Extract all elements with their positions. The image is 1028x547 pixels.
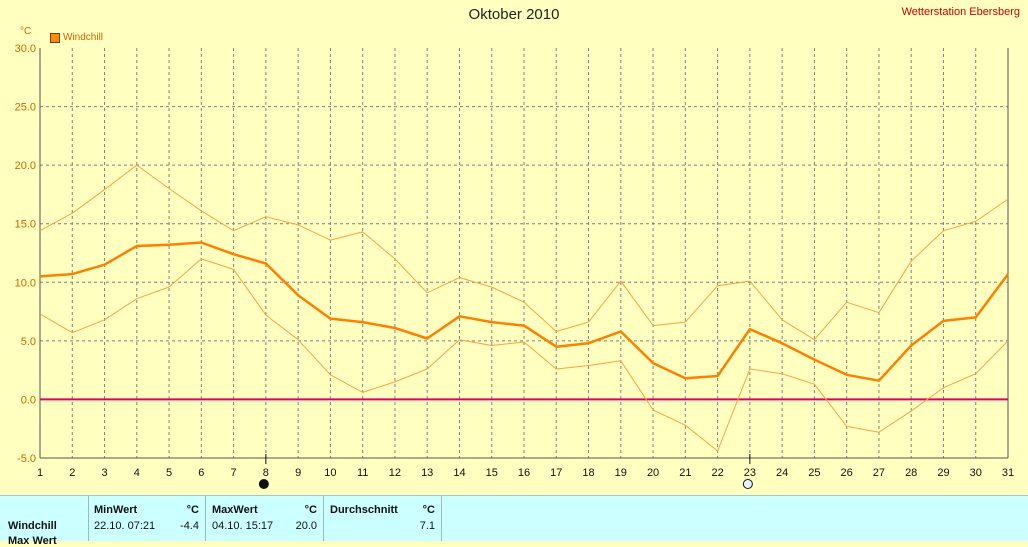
stats-row-label: Windchill — [8, 520, 57, 532]
max-value: 20.0 — [295, 520, 317, 532]
y-tick-label: 30.0 — [15, 43, 36, 55]
x-tick-label: 2 — [69, 467, 75, 479]
y-tick-label: -5.0 — [17, 453, 36, 465]
chart-title: Oktober 2010 — [468, 6, 560, 23]
x-tick-label: 19 — [615, 467, 627, 479]
min-datetime: 22.10. 07:21 — [94, 520, 156, 532]
x-tick-label: 21 — [679, 467, 691, 479]
avg-unit: °C — [422, 504, 435, 516]
x-tick-label: 15 — [486, 467, 498, 479]
y-tick-label: 25.0 — [15, 102, 36, 114]
x-tick-label: 3 — [101, 467, 107, 479]
x-tick-label: 26 — [841, 467, 853, 479]
x-tick-label: 12 — [389, 467, 401, 479]
x-tick-label: 5 — [166, 467, 172, 479]
x-tick-label: 17 — [550, 467, 562, 479]
x-tick-label: 20 — [647, 467, 659, 479]
new-moon-icon — [742, 479, 753, 489]
legend-label: Windchill — [63, 32, 104, 43]
min-value: -4.4 — [180, 520, 199, 532]
chart-svg: -5.00.05.010.015.020.025.030.01 2 3 4 5 6 7 8 9 1… — [15, 43, 1014, 489]
x-tick-label: 14 — [453, 467, 465, 479]
x-tick-label: 16 — [518, 467, 530, 479]
y-tick-label: 0.0 — [21, 394, 36, 406]
legend-swatch — [50, 32, 60, 43]
max-header: MaxWert — [212, 504, 258, 516]
x-tick-label: 24 — [776, 467, 788, 479]
x-tick-label: 11 — [357, 467, 368, 479]
y-tick-label: 15.0 — [15, 219, 36, 231]
station-name: Wetterstation Ebersberg — [901, 6, 1020, 18]
x-tick-label: 22 — [711, 467, 723, 479]
max-unit: °C — [304, 504, 317, 516]
stats-min-cell: MinWert °C 22.10. 07:21 -4.4 — [88, 496, 206, 541]
series-line-max — [39, 164, 1009, 341]
x-tick-label: 31 — [1002, 467, 1014, 479]
avg-header: Durchschnitt — [330, 504, 398, 516]
x-tick-label: 23 — [744, 467, 756, 479]
x-tick-label: 13 — [421, 467, 433, 479]
x-tick-label: 6 — [198, 467, 204, 479]
min-unit: °C — [186, 504, 199, 516]
min-header: MinWert — [94, 504, 138, 516]
x-tick-label: 7 — [231, 467, 237, 479]
y-tick-label: 5.0 — [21, 336, 36, 348]
legend: Windchill — [50, 32, 103, 43]
full-moon-icon — [258, 479, 269, 489]
y-axis-unit: °C — [20, 26, 32, 37]
x-tick-label: 27 — [873, 467, 885, 479]
stats-max-cell: MaxWert °C 04.10. 15:17 20.0 — [206, 496, 324, 541]
y-tick-label: 10.0 — [15, 277, 36, 289]
x-tick-label: 29 — [937, 467, 949, 479]
stats-panel: Windchill Max Wert MinWert °C 22.10. 07:… — [0, 495, 1028, 547]
x-tick-label: 28 — [905, 467, 917, 479]
stats-label-cell — [0, 496, 89, 541]
x-tick-label: 9 — [295, 467, 301, 479]
y-tick-label: 20.0 — [15, 160, 36, 172]
x-tick-label: 18 — [582, 467, 594, 479]
avg-value: 7.1 — [419, 520, 435, 532]
x-tick-label: 4 — [134, 467, 140, 479]
x-tick-label: 10 — [324, 467, 336, 479]
x-tick-label: 8 — [263, 467, 269, 479]
x-tick-label: 30 — [970, 467, 982, 479]
series-line-mean — [39, 241, 1010, 382]
chart-area: -5.0 0.0 5.0 10.0 15.0 20.0 25.0 30.0 1 2 3 4 5 6 7 8 9 1… — [15, 6, 1020, 489]
stats-avg-cell: Durchschnitt °C 7.1 — [324, 496, 442, 541]
max-datetime: 04.10. 15:17 — [212, 520, 274, 532]
x-tick-label: 25 — [808, 467, 820, 479]
series-line-min — [39, 258, 1009, 452]
x-tick-label: 1 — [37, 467, 43, 479]
